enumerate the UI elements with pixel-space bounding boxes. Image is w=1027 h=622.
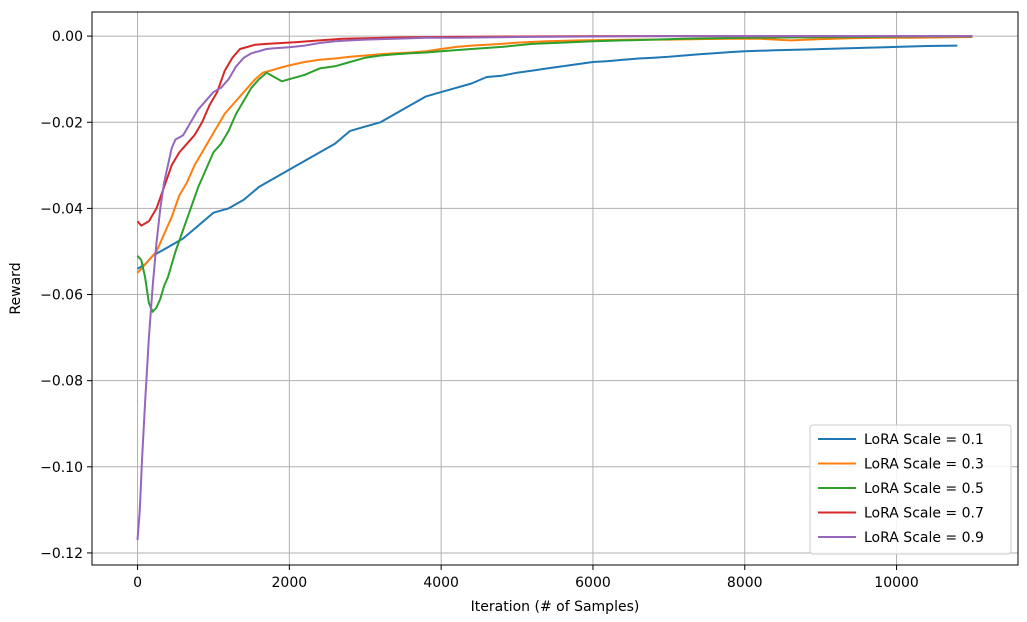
y-tick-label: −0.12: [40, 546, 83, 562]
series-line-2: [136, 35, 973, 313]
y-tick-label: −0.02: [40, 115, 83, 131]
legend-entry-3: LoRA Scale = 0.7: [864, 506, 984, 522]
series-lines: [136, 35, 973, 541]
x-axis-ticks: 0 2000 4000 6000 8000 10000: [133, 565, 919, 591]
legend-entry-1: LoRA Scale = 0.3: [864, 457, 984, 473]
y-axis-ticks: −0.12 −0.10 −0.08 −0.06 −0.04 −0.02 0.00: [40, 29, 92, 562]
y-tick-label: 0.00: [52, 29, 83, 45]
y-tick-label: −0.10: [40, 460, 83, 476]
y-axis-label: Reward: [8, 262, 24, 314]
x-tick-label: 4000: [423, 575, 459, 591]
legend-entry-2: LoRA Scale = 0.5: [864, 481, 984, 497]
y-tick-label: −0.08: [40, 374, 83, 390]
legend-box: [809, 424, 1012, 555]
series-line-0: [137, 44, 958, 270]
legend-entry-0: LoRA Scale = 0.1: [864, 432, 984, 448]
y-tick-label: −0.04: [40, 201, 83, 217]
legend-entry-4: LoRA Scale = 0.9: [864, 530, 984, 546]
x-tick-label: 6000: [575, 575, 611, 591]
x-axis-label: Iteration (# of Samples): [471, 599, 640, 615]
legend: LoRA Scale = 0.1 LoRA Scale = 0.3 LoRA Sca…: [809, 424, 1012, 555]
series-line-4: [136, 35, 973, 541]
x-tick-label: 10000: [874, 575, 919, 591]
x-tick-label: 0: [133, 575, 142, 591]
x-tick-label: 2000: [272, 575, 308, 591]
plot-frame: [91, 11, 1019, 566]
y-tick-label: −0.06: [40, 288, 83, 304]
x-tick-label: 8000: [727, 575, 763, 591]
